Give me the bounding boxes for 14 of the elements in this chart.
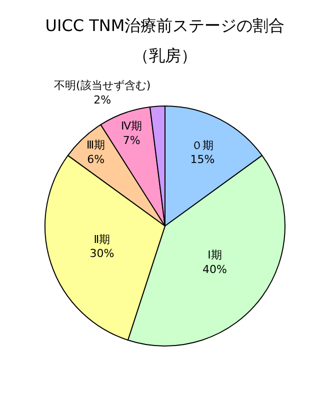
slice-label: Ⅰ期 <box>208 248 222 262</box>
data-label: 15% <box>190 153 215 166</box>
slice-label: 不明(該当せず含む) <box>54 78 151 92</box>
data-label: 30% <box>90 247 114 260</box>
slice-label: Ⅱ期 <box>94 232 110 246</box>
data-label: 7% <box>122 134 140 147</box>
slice-label: Ⅳ期 <box>121 120 142 133</box>
chart-subtitle: （乳房） <box>133 46 197 65</box>
data-label: 40% <box>202 262 227 276</box>
data-label: 6% <box>87 152 105 166</box>
slice-label: ０期 <box>191 138 214 152</box>
chart-title: UICC TNM治療前ステージの割合 <box>45 16 285 36</box>
data-label: 2% <box>94 93 112 106</box>
slice-label: Ⅲ期 <box>86 138 106 152</box>
